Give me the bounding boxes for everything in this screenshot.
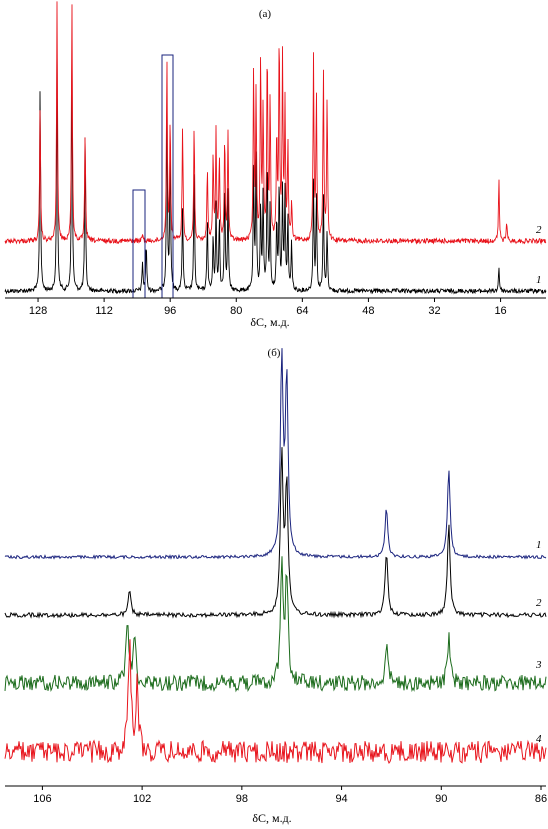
series-label-b-2: 2	[536, 597, 542, 609]
panel-a-ticks: 128 112 96 80 64 48 32 16	[29, 298, 507, 317]
x-tick-label-a-80: 80	[230, 305, 242, 317]
series-label-b-1: 1	[536, 539, 542, 551]
panel-b-series	[4, 348, 547, 765]
x-tick-label-b-94: 94	[335, 793, 347, 805]
series-a-2	[4, 1, 547, 246]
series-label-a-2: 2	[536, 224, 542, 236]
x-tick-label-b-86: 86	[535, 793, 547, 805]
x-tick-label-a-16: 16	[494, 305, 506, 317]
panel-b: (б) 106 102 98 94 90 86 δC, м.д. 1 2 3 4	[4, 347, 547, 825]
series-a-1	[4, 46, 547, 295]
x-tick-label-b-90: 90	[435, 793, 447, 805]
x-tick-label-a-32: 32	[428, 305, 440, 317]
panel-b-x-label: δC, м.д.	[252, 811, 291, 825]
x-tick-label-a-64: 64	[296, 305, 308, 317]
series-label-b-4: 4	[536, 733, 542, 745]
x-tick-label-a-128: 128	[29, 305, 47, 317]
x-tick-label-a-96: 96	[164, 305, 176, 317]
panel-b-title: (б)	[268, 347, 281, 359]
series-b-2	[4, 447, 547, 619]
x-tick-label-a-48: 48	[362, 305, 374, 317]
panel-a-x-label: δC, м.д.	[250, 315, 289, 329]
panel-b-ticks: 106 102 98 94 90 86	[33, 786, 547, 805]
panel-a: (а) 128 112 96 80 64 48 32 16 δC, м.д. 2 1	[4, 1, 547, 329]
x-tick-label-b-98: 98	[236, 793, 248, 805]
panel-a-series	[4, 1, 547, 295]
series-label-a-1: 1	[536, 274, 542, 286]
series-b-1	[4, 348, 547, 560]
x-tick-label-a-112: 112	[95, 305, 113, 317]
x-tick-label-b-102: 102	[133, 793, 151, 805]
series-b-3	[4, 556, 547, 693]
x-tick-label-b-106: 106	[33, 793, 51, 805]
panel-a-title: (а)	[259, 8, 272, 20]
series-b-4	[4, 639, 547, 765]
series-label-b-3: 3	[535, 659, 542, 671]
